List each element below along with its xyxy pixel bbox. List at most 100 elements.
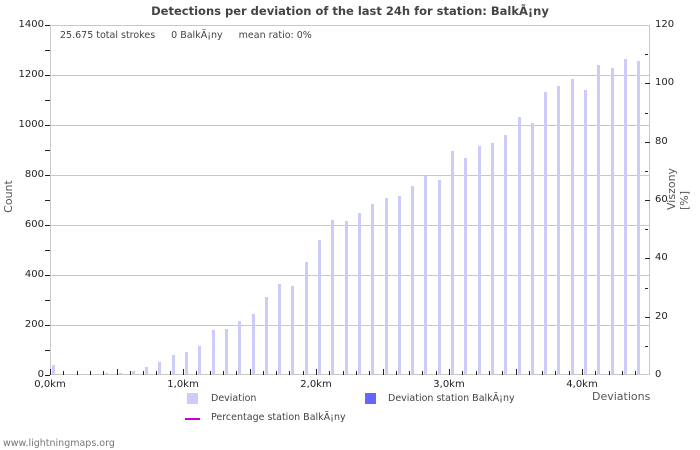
legend-deviation-station-label: Deviation station BalkÃ¡ny	[388, 393, 515, 404]
right-axis-label: 60	[655, 194, 668, 205]
deviation-bar	[118, 373, 122, 374]
right-axis-minor-tick	[645, 229, 648, 231]
x-tick	[249, 369, 251, 375]
x-tick	[595, 371, 597, 375]
left-axis-label: 1000	[18, 119, 44, 130]
x-tick	[50, 369, 51, 375]
deviation-bar	[224, 328, 228, 374]
deviation-bar	[384, 198, 388, 374]
deviation-bar	[570, 79, 574, 374]
deviation-bar	[211, 329, 215, 374]
x-tick	[276, 371, 278, 375]
deviation-bar	[490, 143, 494, 374]
right-axis-title: Viszony [%]	[665, 167, 691, 210]
x-tick	[169, 371, 171, 375]
deviation-bar	[464, 158, 468, 374]
x-axis-label: 1,0km	[167, 379, 199, 390]
deviation-bar	[278, 284, 282, 374]
gridline	[51, 75, 649, 76]
deviation-bar	[198, 345, 202, 374]
x-tick	[196, 371, 198, 375]
legend-deviation-station-swatch	[365, 393, 376, 404]
x-tick	[608, 371, 610, 375]
x-tick	[395, 371, 397, 375]
left-axis-minor-tick	[45, 150, 50, 151]
deviation-bar	[437, 180, 441, 374]
x-tick	[435, 371, 437, 375]
deviation-bar	[318, 240, 321, 374]
left-axis-tick	[45, 225, 50, 226]
left-axis-label: 0	[37, 369, 44, 380]
deviation-bar	[557, 86, 561, 374]
deviation-bar	[264, 297, 268, 374]
left-axis-minor-tick	[45, 200, 50, 201]
x-tick	[209, 371, 211, 375]
x-tick	[342, 371, 344, 375]
deviation-bar	[344, 221, 348, 374]
gridline	[51, 275, 649, 276]
right-axis-label: 40	[655, 252, 668, 264]
deviation-bar	[171, 354, 175, 374]
x-tick	[462, 371, 464, 375]
legend-percentage-line	[185, 418, 200, 420]
legend-deviation-label: Deviation	[211, 393, 257, 404]
deviation-bar	[331, 220, 335, 374]
deviation-bar	[371, 204, 375, 374]
right-axis-minor-tick	[645, 345, 648, 347]
x-tick	[222, 371, 224, 375]
deviation-bar	[610, 68, 614, 374]
deviation-bar	[185, 351, 188, 374]
deviation-bar	[105, 373, 109, 374]
x-tick	[156, 371, 158, 375]
x-tick	[316, 369, 317, 375]
x-tick	[289, 371, 291, 375]
deviation-bar	[451, 151, 454, 374]
x-axis-label: 3,0km	[433, 379, 465, 390]
x-tick	[542, 371, 544, 375]
x-tick	[528, 371, 530, 375]
x-tick	[329, 371, 331, 375]
deviation-bar	[584, 90, 587, 374]
left-axis-tick	[45, 325, 50, 326]
right-axis-label: 80	[655, 135, 668, 147]
deviation-bar	[291, 286, 295, 374]
gridline	[51, 125, 649, 126]
left-axis-title: Count	[1, 180, 15, 213]
deviation-bar	[238, 320, 242, 374]
left-axis-tick	[45, 175, 50, 176]
x-tick	[369, 371, 371, 375]
right-axis-minor-tick	[645, 54, 648, 56]
right-axis-tick	[645, 200, 650, 201]
station-strokes: 0 BalkÃ¡ny	[171, 30, 223, 41]
x-tick	[236, 371, 238, 375]
right-axis-tick	[645, 316, 650, 318]
deviation-bar	[424, 176, 428, 374]
left-axis-label: 600	[24, 219, 44, 230]
deviation-bar	[597, 65, 601, 374]
footer-credit: www.lightningmaps.org	[3, 438, 115, 449]
x-tick	[502, 371, 504, 375]
right-axis-label: 120	[655, 19, 675, 30]
x-tick	[262, 371, 264, 375]
deviation-bar	[530, 123, 534, 374]
deviation-bar	[544, 92, 548, 374]
x-tick	[382, 369, 384, 375]
x-tick	[409, 371, 411, 375]
x-tick	[116, 369, 118, 375]
gridline	[51, 175, 649, 176]
deviation-bar	[517, 117, 521, 374]
left-axis-minor-tick	[45, 100, 50, 101]
x-tick	[635, 371, 637, 375]
x-axis-label: 4,0km	[566, 379, 598, 390]
left-axis-label: 1200	[18, 69, 44, 80]
right-axis-tick	[645, 258, 650, 260]
left-axis-tick	[45, 125, 50, 126]
right-axis-label: 0	[655, 369, 662, 380]
deviation-bar	[477, 146, 481, 374]
left-axis-tick	[45, 75, 50, 76]
left-axis-label: 200	[24, 319, 44, 330]
right-axis-minor-tick	[645, 112, 648, 114]
gridline	[51, 325, 649, 326]
deviation-bar	[623, 59, 627, 374]
deviation-bar	[357, 213, 361, 374]
